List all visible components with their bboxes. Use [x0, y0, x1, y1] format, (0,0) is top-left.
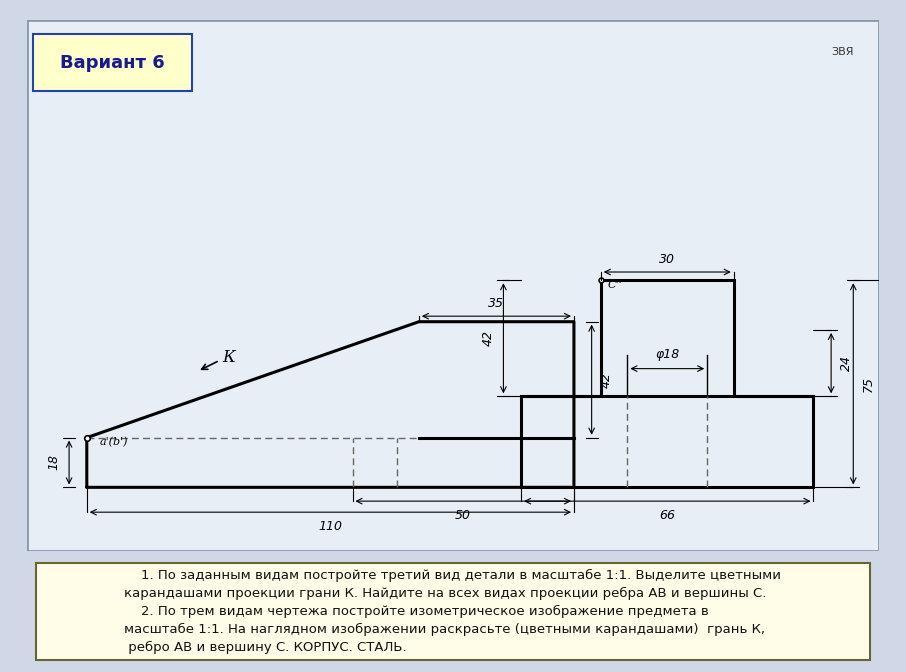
FancyBboxPatch shape — [35, 563, 871, 660]
Text: 42: 42 — [600, 372, 613, 388]
Text: 30: 30 — [660, 253, 675, 265]
Text: a'(b'): a'(b') — [100, 437, 128, 448]
FancyBboxPatch shape — [27, 20, 879, 551]
Text: 18: 18 — [47, 454, 61, 470]
Text: φ18: φ18 — [655, 347, 680, 361]
Text: 66: 66 — [660, 509, 675, 522]
Text: 75: 75 — [862, 376, 875, 392]
Text: ЗВЯ: ЗВЯ — [831, 47, 853, 56]
Text: 110: 110 — [318, 520, 342, 533]
Text: C'': C'' — [608, 280, 622, 290]
Text: 42: 42 — [482, 330, 495, 346]
Text: 1. По заданным видам постройте третий вид детали в масштабе 1:1. Выделите цветны: 1. По заданным видам постройте третий ви… — [124, 569, 782, 655]
FancyBboxPatch shape — [34, 34, 191, 91]
Text: К: К — [222, 349, 235, 366]
Text: Вариант 6: Вариант 6 — [60, 54, 165, 72]
Text: 50: 50 — [455, 509, 471, 522]
Text: 35: 35 — [488, 297, 505, 310]
Text: 24: 24 — [840, 355, 853, 371]
